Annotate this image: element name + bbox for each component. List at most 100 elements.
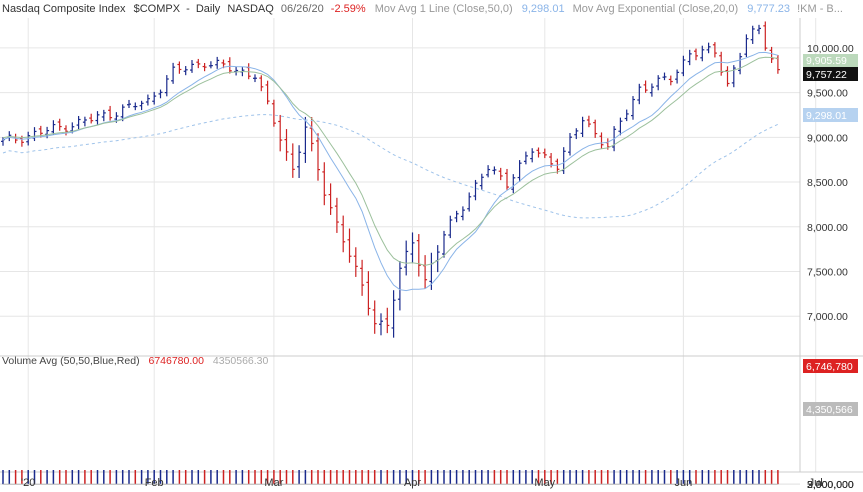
ohlc-bar: [416, 234, 421, 277]
ohlc-bar: [309, 117, 314, 152]
symbol: $COMPX: [134, 3, 181, 15]
price-tick-label: 7,500.00: [807, 267, 848, 279]
ohlc-bar: [253, 74, 257, 83]
ohlc-bar: [133, 102, 138, 111]
ohlc-bar: [580, 116, 585, 138]
ohlc-bar: [234, 66, 239, 76]
volume-last-badge-text: 6,746,780: [806, 361, 853, 373]
ohlc-bar: [505, 168, 509, 190]
ohlc-bar: [290, 143, 295, 178]
ohlc-bar: [498, 167, 503, 181]
ohlc-bar: [284, 129, 289, 161]
ohlc-bar: [454, 210, 459, 223]
ma2-label: Mov Avg Exponential (Close,20,0): [573, 3, 739, 15]
ohlc-bar: [681, 55, 686, 77]
x-tick-label: Apr: [404, 477, 421, 489]
ohlc-bar: [624, 109, 629, 122]
ohlc-bar: [196, 58, 201, 69]
ohlc-bar: [460, 206, 465, 221]
ohlc-bar: [164, 75, 169, 97]
volume-avg-value: 4350566.30: [213, 355, 269, 367]
price-tick-label: 7,000.00: [807, 311, 848, 323]
ohlc-bar: [479, 173, 484, 190]
sma-badge-text: 9,298.01: [806, 110, 847, 122]
ohlc-bar: [599, 132, 604, 149]
ohlc-bar: [448, 215, 453, 239]
axis-labels: 7,000.00 7,500.00 8,000.00 8,500.00 9,000.00…: [21, 43, 854, 491]
ohlc-bar: [322, 162, 327, 206]
ohlc-bar: [649, 83, 654, 97]
ohlc-bar: [694, 48, 698, 61]
ohlc-bar: [278, 114, 283, 152]
ohlc-bar: [208, 61, 213, 69]
ema-20-line: [2, 56, 778, 266]
ohlc-bar: [397, 261, 402, 311]
ohlc-bar: [64, 125, 68, 136]
ohlc-bar: [675, 69, 680, 84]
ohlc-bar: [215, 56, 220, 69]
x-tick-label: Mar: [264, 477, 283, 489]
ohlc-bar: [372, 300, 377, 334]
ohlc-bar: [259, 75, 264, 92]
grid-lines: [0, 18, 863, 485]
ohlc-bar: [536, 147, 541, 158]
ohlc-bar: [391, 290, 396, 338]
ohlc-bar: [530, 148, 535, 163]
sma-badge: 9,298.01: [803, 108, 858, 122]
ohlc-bar: [89, 113, 94, 124]
ohlc-bar: [631, 96, 635, 120]
volume-value: 6746780.00: [148, 355, 204, 367]
ma1-value: 9,298.01: [522, 3, 565, 15]
ema-badge: 9,905.59: [803, 54, 858, 67]
x-tick-label: May: [534, 477, 555, 489]
ohlc-bar: [687, 49, 692, 66]
ohlc-bar: [738, 52, 743, 75]
ohlc-bar: [763, 21, 768, 51]
volume-tick-label: 5,000,000: [807, 479, 854, 491]
x-tick-label: Jun: [675, 477, 693, 489]
ohlc-bar: [171, 62, 176, 84]
last-price-badge-text: 9,757.22: [806, 69, 847, 81]
ohlc-bar: [593, 119, 598, 138]
ohlc-bar: [517, 160, 522, 182]
ohlc-bar: [568, 133, 572, 156]
x-tick-label: '20: [21, 477, 35, 489]
ohlc-bar: [139, 100, 144, 111]
price-tick-label: 10,000.00: [807, 43, 854, 55]
ohlc-bar: [712, 42, 717, 58]
exchange: NASDAQ: [227, 3, 274, 15]
ohlc-bar: [486, 165, 491, 178]
ohlc-bar: [183, 66, 188, 76]
ohlc-bar: [750, 25, 755, 44]
ohlc-bar: [76, 115, 81, 130]
ohlc-bar: [719, 51, 724, 76]
ohlc-bar: [379, 313, 383, 336]
ohlc-bar: [467, 192, 472, 212]
ohlc-bar: [341, 215, 346, 253]
ohlc-bar: [145, 94, 150, 106]
ohlc-bar: [668, 75, 673, 86]
ohlc-bar: [618, 117, 623, 136]
ohlc-bar: [586, 115, 591, 128]
volume-avg-badge-text: 4,350,566: [806, 404, 853, 416]
ohlc-bar: [108, 105, 113, 121]
ohlc-bar: [334, 197, 339, 233]
x-tick-label: Jul: [809, 477, 823, 489]
moving-average-lines: [2, 51, 779, 485]
ohlc-bar: [442, 230, 446, 258]
ohlc-bar: [656, 75, 661, 91]
ohlc-bar: [347, 228, 352, 263]
ohlc-bar: [316, 133, 320, 181]
volume-bars: [2, 470, 779, 485]
ohlc-bar: [177, 61, 182, 74]
ohlc-bar: [190, 60, 194, 73]
ohlc-bar: [265, 80, 270, 105]
price-bars: [1, 21, 780, 338]
ohlc-bar: [523, 151, 528, 165]
ohlc-bar: [662, 72, 667, 81]
ohlc-bar: [473, 179, 478, 201]
ohlc-bar: [95, 111, 100, 125]
price-tick-label: 9,500.00: [807, 88, 848, 100]
ohlc-bar: [51, 120, 56, 135]
